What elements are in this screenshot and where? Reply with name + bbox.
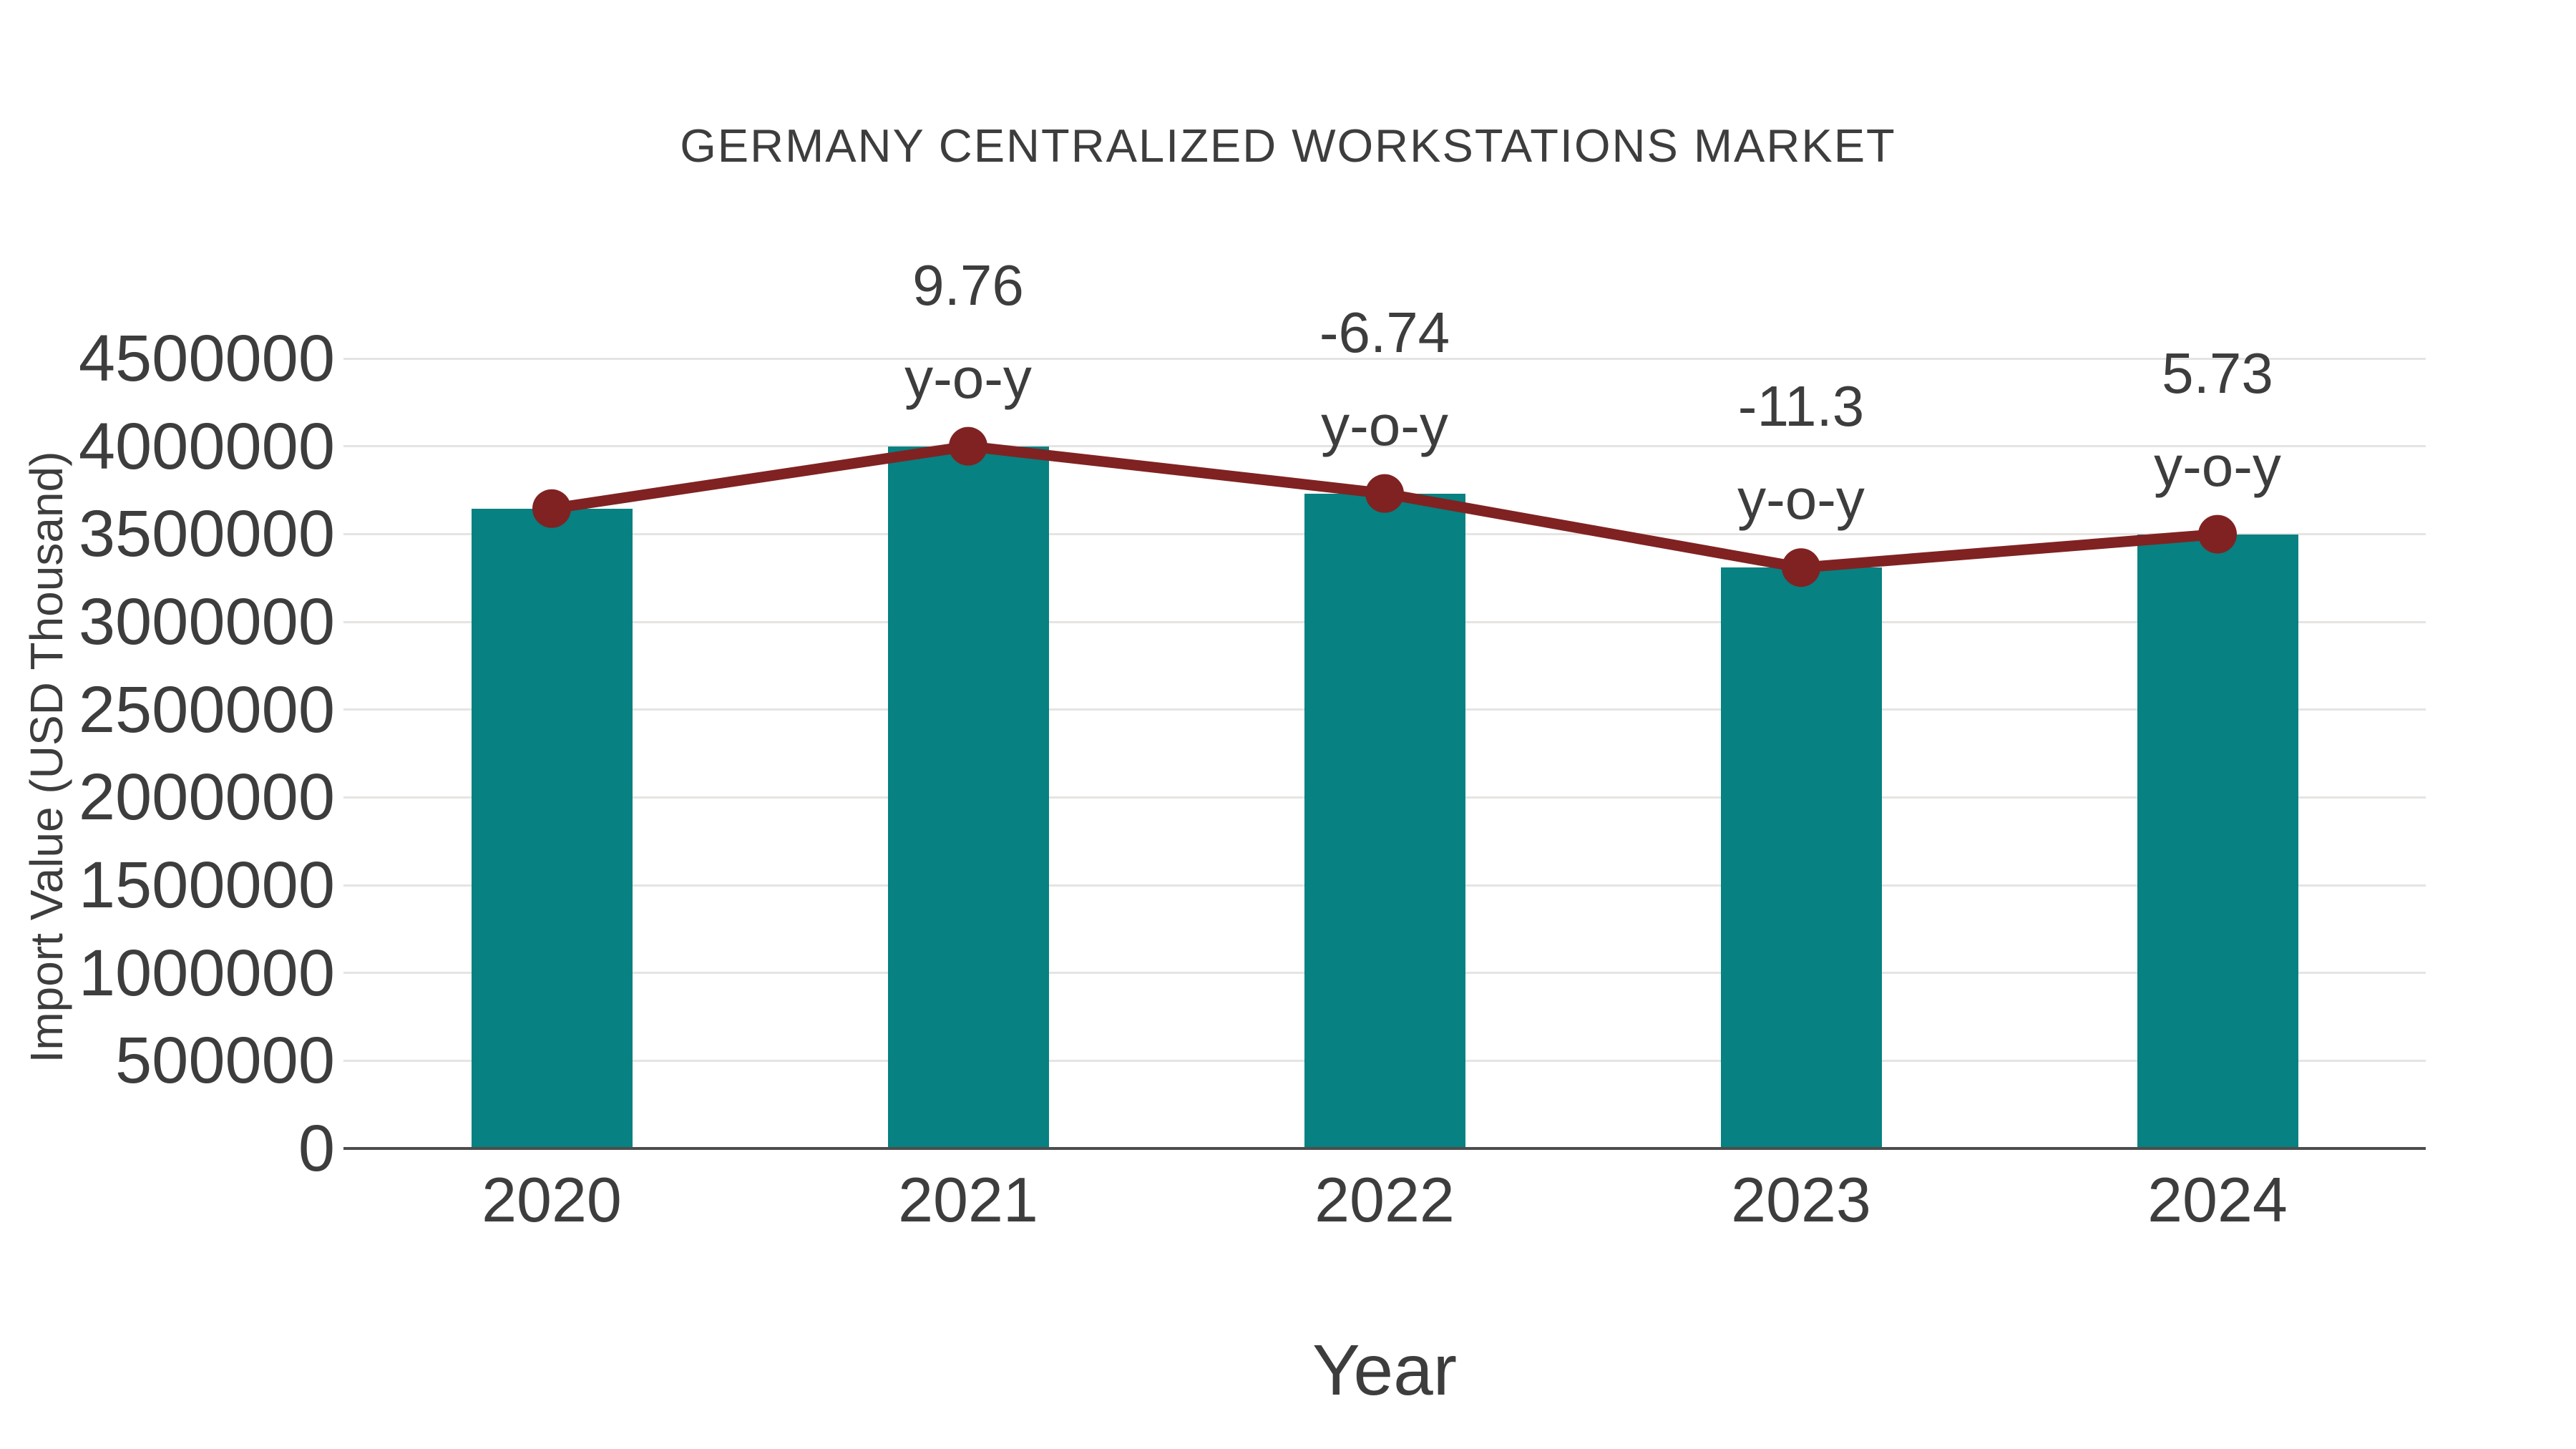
line-marker-2024	[2198, 514, 2237, 554]
chart-title: GERMANY CENTRALIZED WORKSTATIONS MARKET	[680, 119, 1896, 172]
y-tick-label-3500000: 3500000	[78, 497, 335, 571]
y-tick-label-0: 0	[298, 1112, 335, 1185]
bar-2024	[2137, 534, 2298, 1148]
yoy-annotation-2024: 5.73 y-o-y	[2031, 327, 2404, 513]
y-tick-label-1500000: 1500000	[78, 849, 335, 922]
line-marker-2021	[949, 426, 987, 466]
y-tick-label-2500000: 2500000	[78, 673, 335, 746]
gridline-4500000	[343, 357, 2426, 360]
y-tick-label-2000000: 2000000	[78, 761, 335, 834]
x-tick-label-2024: 2024	[2147, 1164, 2288, 1235]
yoy-value-2023: -11.3	[1737, 374, 1865, 439]
yoy-annotation-2022: -6.74 y-o-y	[1199, 286, 1571, 472]
bar-2020	[471, 508, 633, 1148]
bar-2023	[1720, 567, 1882, 1148]
x-tick-label-2022: 2022	[1314, 1164, 1455, 1235]
bar-2022	[1304, 493, 1465, 1148]
line-marker-2020	[532, 489, 571, 528]
y-tick-label-4000000: 4000000	[78, 409, 335, 483]
y-tick-label-4500000: 4500000	[78, 322, 335, 395]
yoy-annotation-2023: -11.3 y-o-y	[1615, 360, 1987, 546]
x-axis-title: Year	[1312, 1330, 1458, 1410]
yoy-suffix-2022: y-o-y	[1321, 393, 1448, 457]
gridline-4000000	[343, 445, 2426, 448]
y-tick-label-1000000: 1000000	[78, 936, 335, 1010]
yoy-line-layer	[532, 426, 2237, 587]
x-axis-line	[343, 1147, 2426, 1150]
line-marker-2022	[1365, 474, 1404, 513]
x-tick-label-2021: 2021	[898, 1164, 1038, 1235]
y-tick-label-500000: 500000	[115, 1024, 335, 1098]
line-marker-2023	[1782, 548, 1820, 587]
x-tick-label-2020: 2020	[482, 1164, 622, 1235]
y-tick-label-3000000: 3000000	[78, 585, 335, 658]
yoy-annotation-2021: 9.76 y-o-y	[782, 239, 1154, 425]
yoy-value-2021: 9.76	[912, 253, 1024, 317]
yoy-value-2024: 5.73	[2162, 341, 2273, 405]
x-tick-label-2023: 2023	[1731, 1164, 1871, 1235]
yoy-suffix-2023: y-o-y	[1737, 467, 1865, 532]
yoy-suffix-2021: y-o-y	[904, 346, 1032, 410]
yoy-value-2022: -6.74	[1319, 300, 1450, 364]
bar-2021	[887, 446, 1049, 1148]
yoy-suffix-2024: y-o-y	[2154, 434, 2281, 498]
